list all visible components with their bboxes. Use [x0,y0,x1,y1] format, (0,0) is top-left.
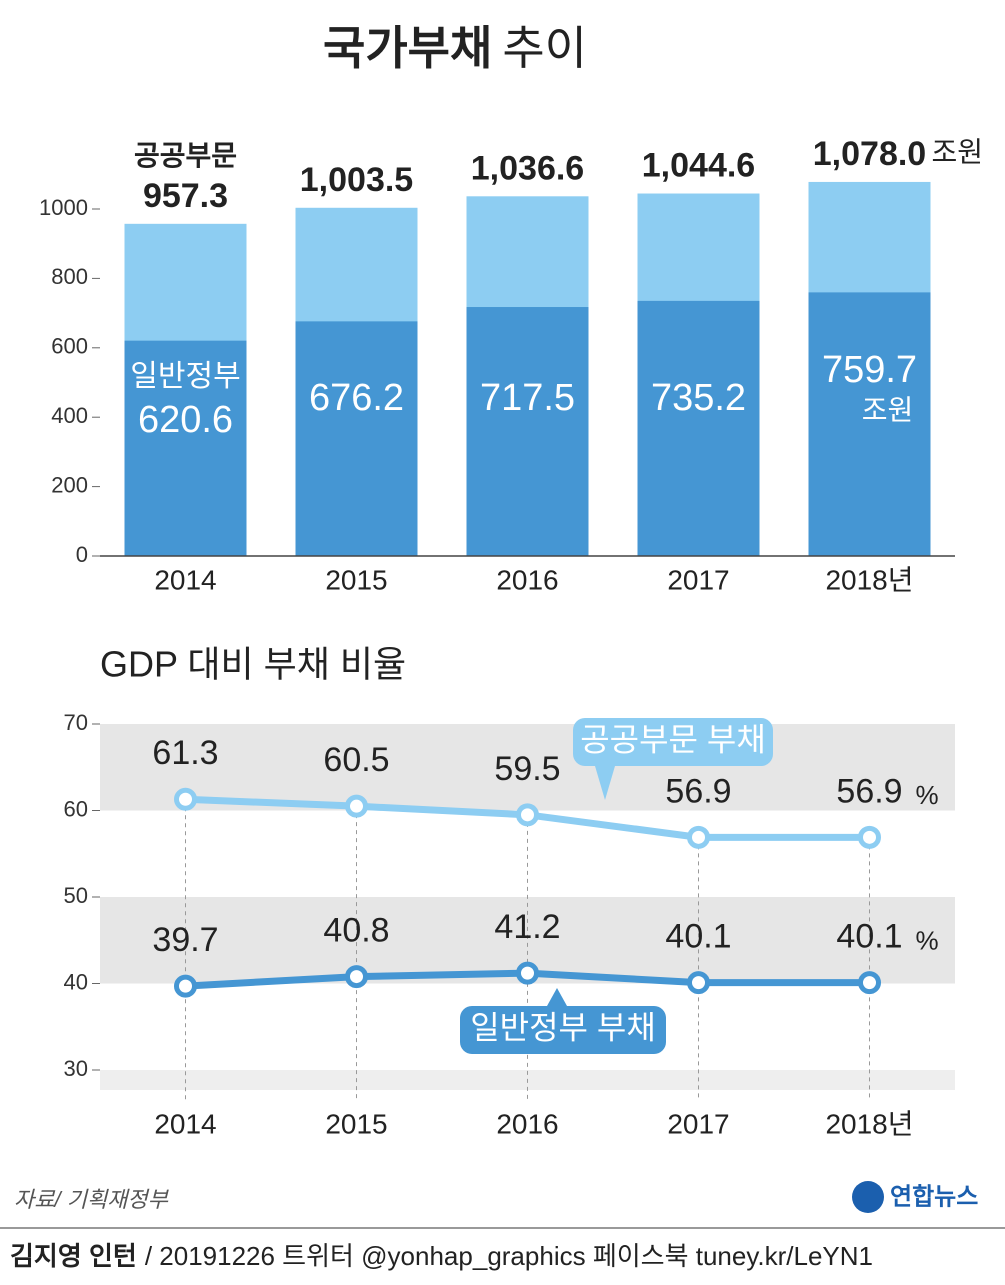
legend-pointer [595,766,615,800]
legend-box [460,1006,666,1054]
y-tick-label: 50 [64,883,88,908]
value-label: 61.3 [152,734,218,772]
series-label: 공공부문 [134,140,237,171]
x-tick-label: 2016 [496,1108,558,1139]
value-label: 59.5 [494,750,560,788]
legend-box [573,718,773,766]
y-tick-label: 30 [64,1056,88,1081]
y-tick-label: 0 [76,542,88,567]
y-tick-label: 1000 [39,195,88,220]
bar [808,292,931,556]
band [100,724,955,811]
point [345,965,368,989]
value-label: 957.3 [143,177,228,215]
value-label: 717.5 [480,377,575,419]
value-label: 40.1 [836,918,902,956]
point [345,794,368,818]
x-tick-label: 2016 [496,564,558,595]
value-label: 40.8 [323,912,389,950]
footer-author: 김지영 인턴 [10,1241,137,1271]
logo-icon [852,1181,884,1213]
value-label: 676.2 [309,377,404,419]
value-label: 39.7 [152,921,218,959]
legend-pointer [547,988,567,1006]
value-label: 41.2 [494,908,560,946]
line-chart-title: GDP 대비 부채 비율 [100,644,406,685]
bar [466,307,589,556]
logo: 연합뉴스 [890,1183,978,1210]
value-label: 620.6 [138,399,233,441]
x-tick-label: 2015 [325,564,387,595]
point [174,787,197,811]
bar [637,300,760,556]
x-tick-label: 2018년 [825,564,913,595]
point [174,974,197,998]
y-tick-label: 400 [51,403,88,428]
x-tick-label: 2018년 [825,1108,913,1139]
value-label: 1,044.6 [642,147,755,185]
point [687,971,710,995]
x-tick-label: 2015 [325,1108,387,1139]
x-tick-label: 2017 [667,564,729,595]
value-label: 1,003.5 [300,161,413,199]
value-label: 1,078.0 [813,135,926,173]
series-label: 일반정부 [130,360,240,393]
y-tick-label: 600 [51,334,88,359]
value-label: 735.2 [651,377,746,419]
footer-text: / 20191226 트위터 @yonhap_graphics 페이스북 tun… [145,1241,873,1271]
unit-label: 조원 [862,394,914,425]
bar [124,340,247,556]
unit-label: % [916,780,939,810]
y-tick-label: 800 [51,264,88,289]
value-label: 56.9 [665,772,731,810]
value-label: 759.7 [822,349,917,391]
value-label: 1,036.6 [471,149,584,187]
y-tick-label: 70 [64,710,88,735]
point [516,803,539,827]
y-tick-label: 40 [64,969,88,994]
title-suffix: 추이 [502,22,587,74]
legend-label: 공공부문 부채 [580,721,766,757]
unit-label: % [916,926,939,956]
bar [295,321,418,556]
footer: 김지영 인턴 / 20191226 트위터 @yonhap_graphics 페이… [10,1241,873,1271]
value-label: 40.1 [665,918,731,956]
y-tick-label: 60 [64,796,88,821]
x-tick-label: 2014 [154,564,216,595]
point [858,825,881,849]
point [858,971,881,995]
value-label: 60.5 [323,741,389,779]
value-label: 56.9 [836,772,902,810]
unit-label: 조원 [932,136,984,167]
point [516,961,539,985]
x-tick-label: 2014 [154,1108,216,1139]
title: 국가부채 추이 [323,22,587,74]
y-tick-label: 200 [51,472,88,497]
point [687,825,710,849]
title-main: 국가부채 [323,22,492,74]
source: 자료/ 기획재정부 [14,1187,170,1212]
x-tick-label: 2017 [667,1108,729,1139]
legend-label: 일반정부 부채 [470,1009,656,1045]
